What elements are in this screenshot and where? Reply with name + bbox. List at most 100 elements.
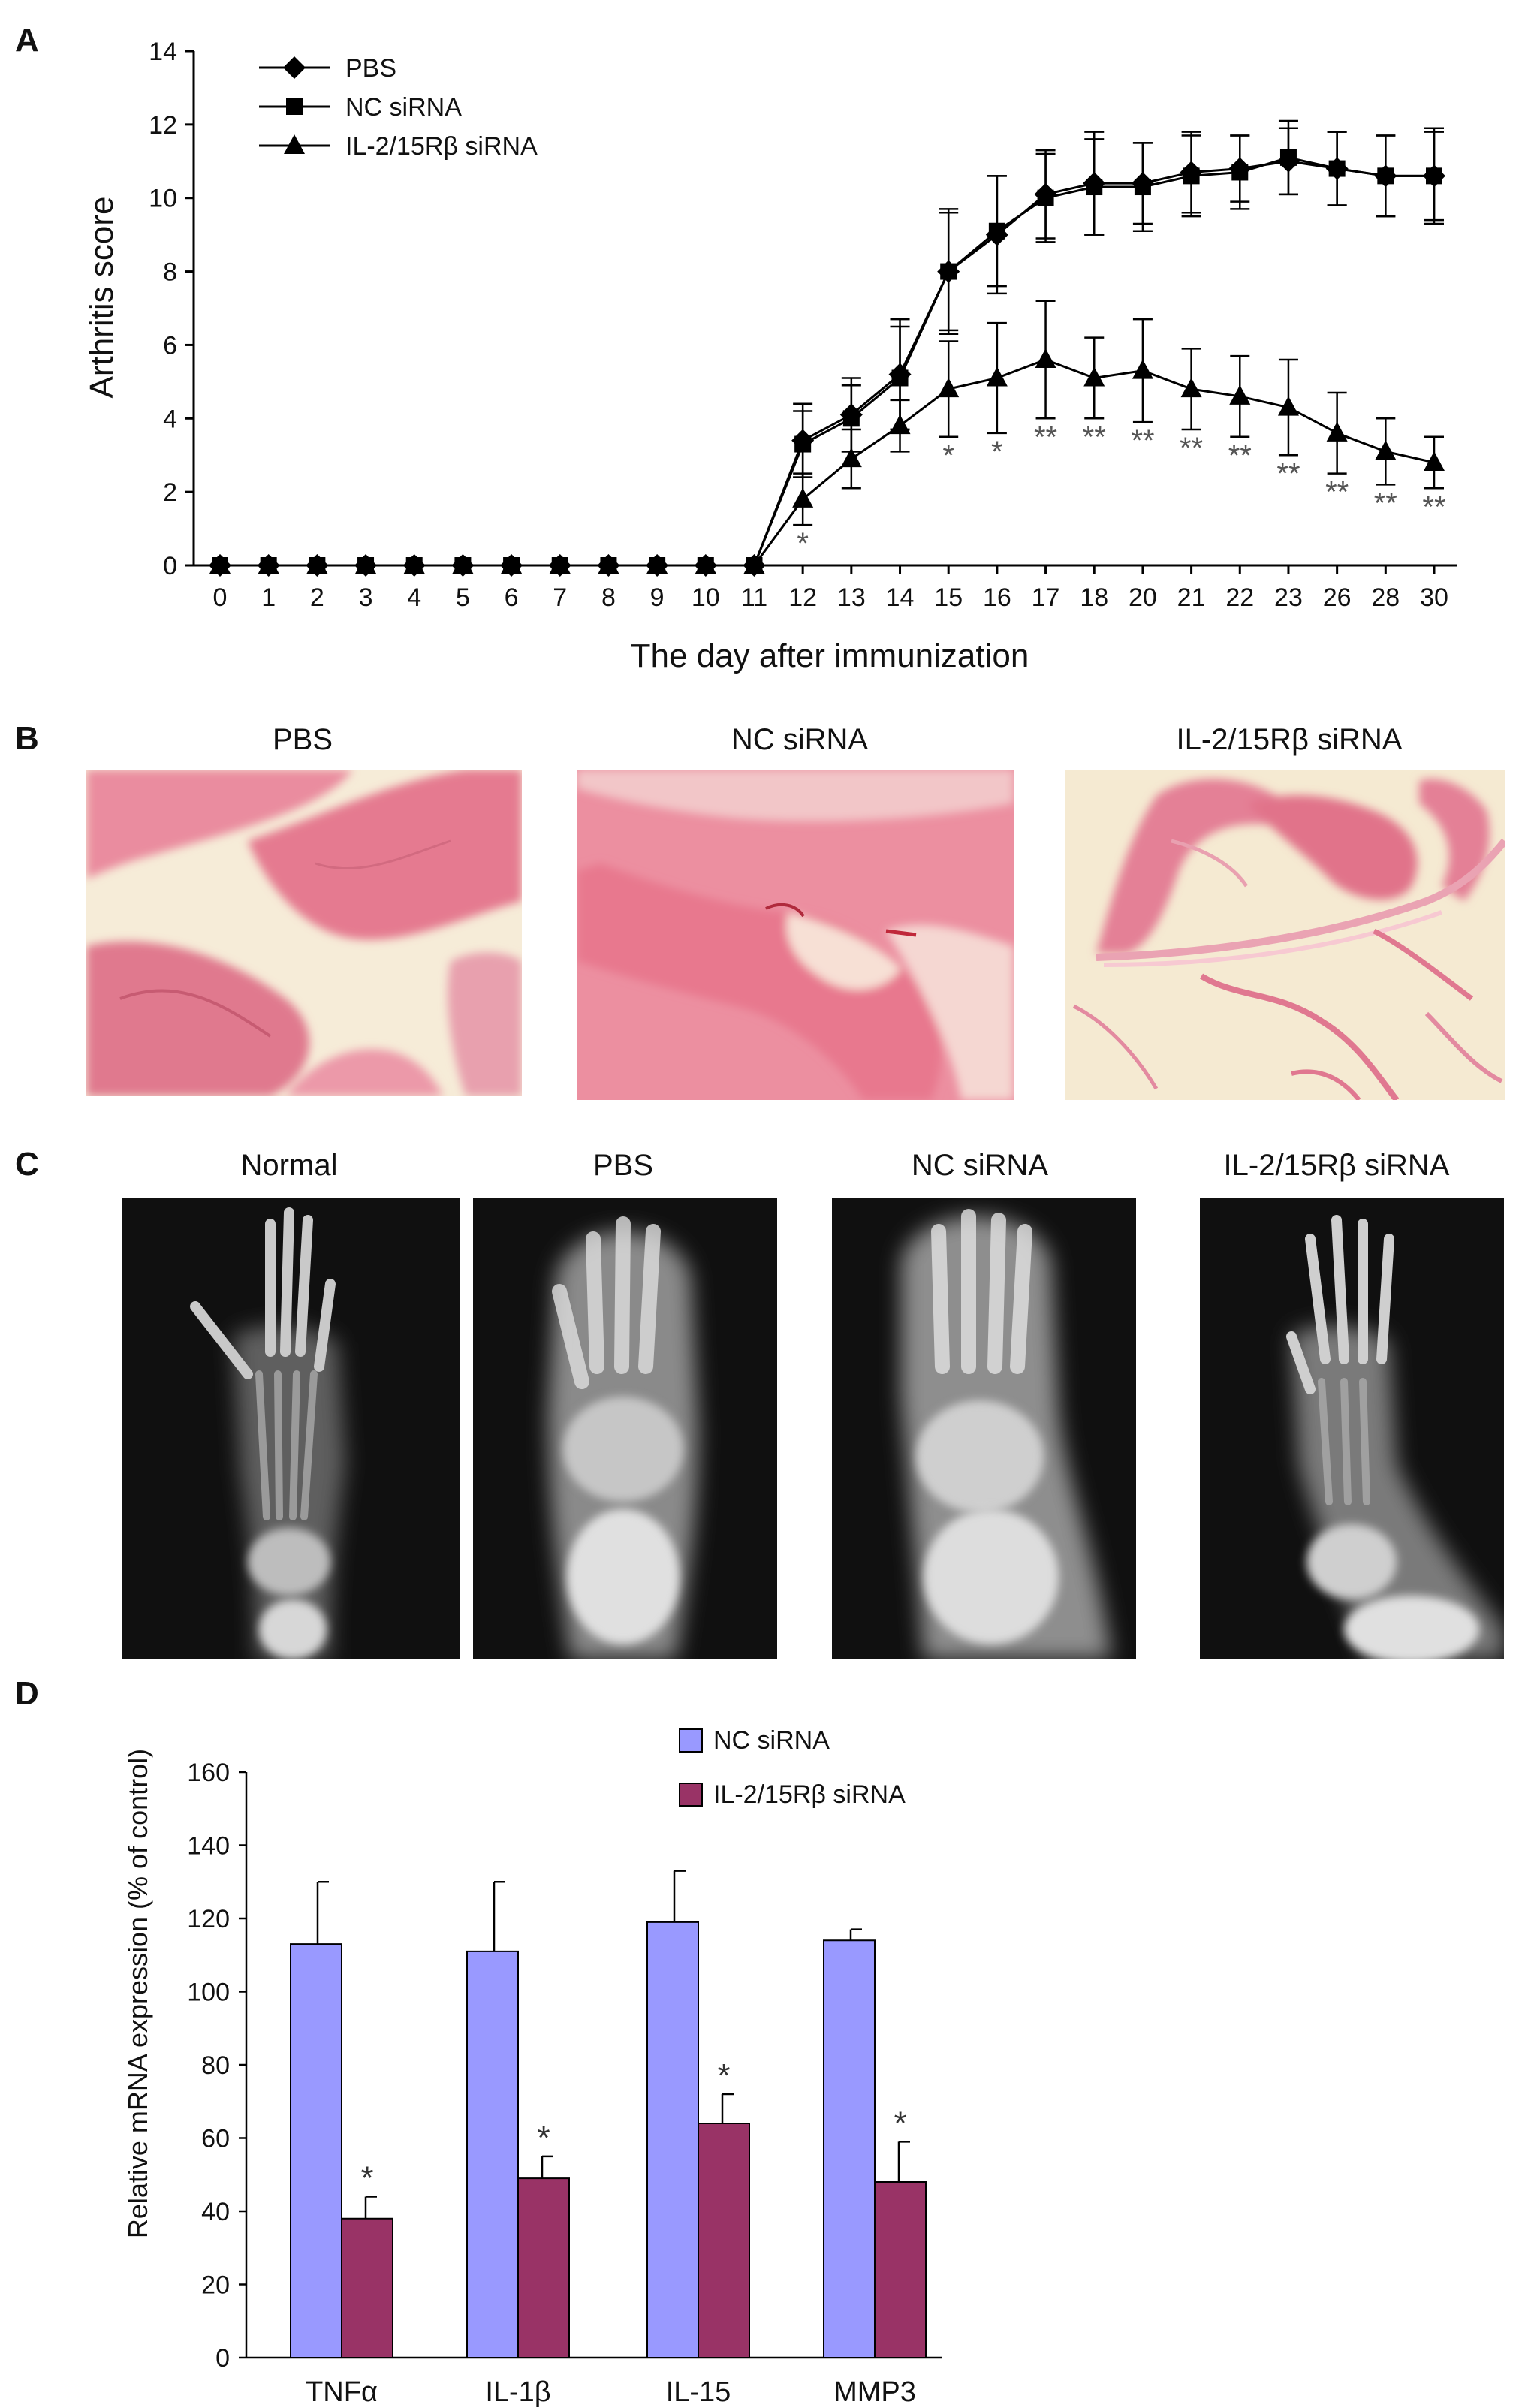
d-category-label: IL-1β [485, 2376, 550, 2408]
a-y-tick-label: 4 [163, 405, 177, 433]
a-significance-mark: * [942, 439, 954, 472]
a-x-tick-label: 23 [1274, 583, 1303, 612]
d-bar-0 [646, 1921, 699, 2358]
mrna-y-axis-title: Relative mRNA expression (% of control) [122, 1749, 153, 2238]
a-legend-label-1: NC siRNA [345, 93, 462, 122]
a-point-2 [695, 554, 716, 574]
d-legend-swatch-1 [679, 1783, 703, 1807]
a-point-2 [889, 414, 911, 435]
a-point-2 [840, 448, 862, 468]
a-point-1 [1086, 179, 1103, 196]
a-point-2 [403, 554, 425, 574]
a-point-2 [1180, 378, 1202, 398]
a-point-2 [646, 554, 668, 574]
a-y-tick-label: 0 [163, 552, 177, 580]
a-x-tick-label: 20 [1129, 583, 1157, 612]
histology-image-nc [577, 770, 1014, 1100]
d-y-tick-label: 60 [201, 2125, 230, 2153]
a-x-tick-label: 18 [1080, 583, 1108, 612]
a-y-tick-label: 10 [149, 185, 177, 213]
a-point-2 [452, 554, 474, 574]
a-point-2 [501, 554, 523, 574]
a-legend-label-0: PBS [345, 54, 396, 83]
a-x-tick-label: 1 [261, 583, 276, 612]
xray-image-normal [122, 1198, 460, 1659]
xray-image-nc [832, 1198, 1136, 1659]
a-point-2 [549, 554, 571, 574]
mrna-bars [290, 1870, 927, 2358]
d-bar-0 [823, 1939, 876, 2358]
d-bar-0 [466, 1950, 519, 2358]
a-x-tick-label: 7 [553, 583, 567, 612]
a-significance-mark: ** [1034, 420, 1057, 454]
mrna-legend: NC siRNA IL-2/15Rβ siRNA [679, 1726, 906, 1809]
a-point-1 [842, 410, 860, 427]
a-point-1 [940, 263, 957, 280]
a-point-1 [1279, 149, 1297, 166]
d-y-tick-label: 140 [187, 1832, 230, 1861]
a-point-2 [743, 554, 765, 574]
a-significance-mark: ** [1180, 432, 1203, 465]
histology-title-pbs: PBS [273, 723, 333, 756]
a-x-tick-label: 15 [934, 583, 963, 612]
d-category-label: IL-15 [666, 2376, 731, 2408]
a-point-2 [209, 554, 231, 574]
d-y-tick-label: 80 [201, 2051, 230, 2080]
a-point-2 [1326, 421, 1348, 442]
d-significance-mark: * [360, 2160, 373, 2197]
a-x-tick-label: 2 [310, 583, 324, 612]
a-point-2 [938, 378, 960, 398]
d-bar-0 [290, 1943, 342, 2358]
a-x-tick-label: 22 [1225, 583, 1254, 612]
a-x-tick-label: 4 [407, 583, 421, 612]
a-significance-mark: ** [1131, 424, 1154, 457]
a-point-1 [1134, 179, 1151, 196]
d-bar-1 [874, 2181, 927, 2358]
a-x-tick-label: 16 [983, 583, 1011, 612]
a-point-2 [1083, 366, 1105, 387]
a-point-2 [986, 366, 1008, 387]
a-y-tick-label: 8 [163, 258, 177, 287]
d-y-tick-label: 120 [187, 1905, 230, 1933]
panel-letter-c: C [15, 1146, 39, 1183]
a-x-tick-label: 30 [1420, 583, 1448, 612]
a-y-tick-label: 12 [149, 111, 177, 140]
a-point-2 [1424, 451, 1445, 471]
a-significance-mark: ** [1325, 476, 1349, 509]
a-point-2 [792, 487, 814, 508]
a-point-2 [1229, 384, 1251, 405]
a-point-2 [1035, 348, 1056, 368]
mrna-axes: 0 20 40 60 80 100 120 140 160 TNFα IL-1β IL-15 MMP3 [187, 1759, 942, 2408]
d-y-tick-label: 160 [187, 1759, 230, 1787]
panel-letter-a: A [15, 22, 39, 59]
xray-image-pbs [473, 1198, 777, 1659]
panel-letter-d: D [15, 1675, 39, 1712]
a-series-line-1 [220, 156, 1434, 567]
a-point-2 [598, 554, 619, 574]
a-point-1 [1328, 160, 1346, 177]
a-point-2 [1132, 359, 1153, 379]
a-x-tick-label: 3 [359, 583, 373, 612]
x-axis-title: The day after immunization [631, 637, 1029, 674]
d-bar-1 [517, 2177, 570, 2358]
d-category-label: TNFα [306, 2376, 378, 2408]
a-x-tick-label: 12 [788, 583, 817, 612]
a-legend-marker-0 [283, 56, 306, 79]
a-y-tick-label: 6 [163, 331, 177, 360]
a-legend-label-2: IL-2/15Rβ siRNA [345, 132, 538, 161]
a-y-tick-label: 2 [163, 478, 177, 507]
a-point-2 [355, 554, 377, 574]
d-legend-swatch-0 [679, 1728, 703, 1753]
a-y-tick-label: 14 [149, 38, 177, 66]
a-significance-mark: ** [1374, 487, 1397, 520]
a-x-tick-label: 21 [1177, 583, 1206, 612]
d-legend-label-1: IL-2/15Rβ siRNA [713, 1780, 906, 1809]
a-point-1 [794, 435, 812, 453]
xray-title-nc: NC siRNA [912, 1149, 1049, 1182]
panel-d: D 0 20 40 60 80 100 120 140 160 TNFα IL-1β IL-15 MMP… [15, 1675, 942, 2408]
a-point-2 [306, 554, 328, 574]
a-point-1 [1231, 164, 1249, 181]
a-point-1 [1426, 167, 1442, 185]
xray-title-il: IL-2/15Rβ siRNA [1224, 1149, 1450, 1182]
